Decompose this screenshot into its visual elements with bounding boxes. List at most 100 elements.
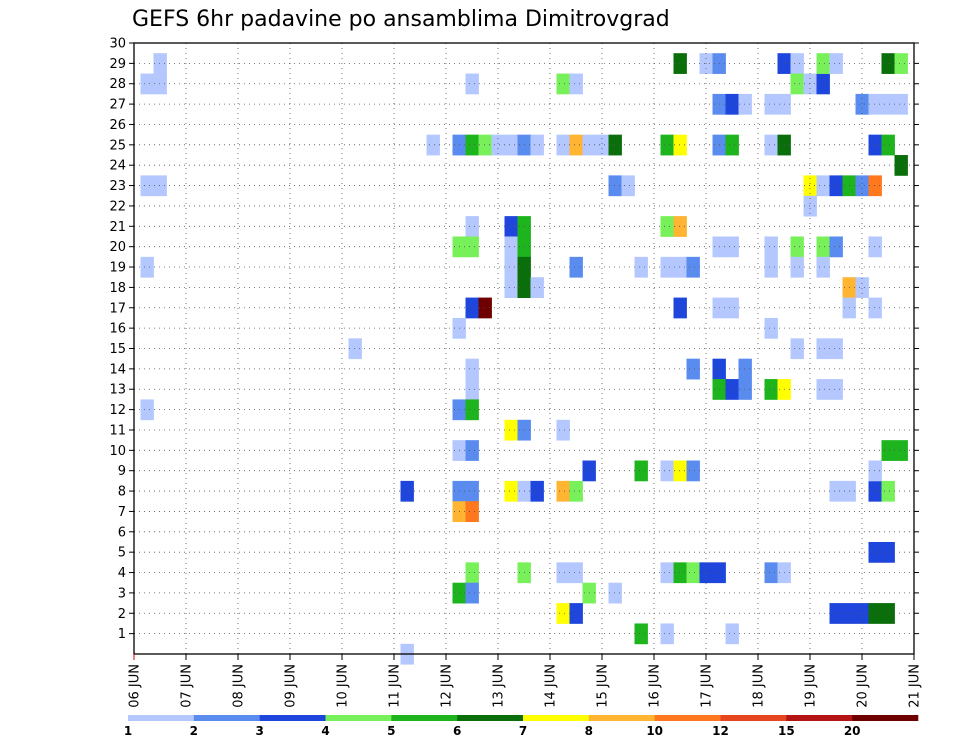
heatmap-cell	[140, 256, 154, 278]
heatmap-cell	[608, 582, 622, 604]
x-axis: 06 JUN 07 JUN 08 JUN 09 JUN 10 JUN 11 JUN 12 J…	[128, 654, 923, 708]
heatmap-cell	[790, 53, 804, 74]
heatmap-cell	[816, 338, 830, 360]
heatmap-cell	[426, 134, 440, 156]
heatmap-cell	[673, 256, 687, 278]
colorbar-label: 15	[778, 724, 795, 738]
heatmap-cell	[868, 134, 882, 156]
heatmap-cell	[634, 623, 648, 645]
heatmap-cell	[855, 175, 869, 197]
heatmap-cell	[660, 562, 674, 584]
heatmap-cell	[881, 93, 895, 115]
heatmap-cell	[140, 73, 154, 95]
heatmap-cell	[894, 53, 908, 74]
y-tick-label: 22	[109, 199, 126, 214]
heatmap-cell	[660, 216, 674, 237]
heatmap-cell	[881, 440, 895, 461]
heatmap-cell	[556, 603, 570, 624]
heatmap-cell	[738, 93, 752, 115]
heatmap-cell	[725, 134, 739, 156]
x-tick-label: 20 JUN	[856, 664, 871, 708]
colorbar-swatch	[457, 715, 524, 721]
y-tick-label: 19	[109, 261, 126, 276]
x-tick-label: 17 JUN	[700, 664, 715, 708]
heatmap-cell	[400, 480, 414, 502]
heatmap-cell	[725, 93, 739, 115]
heatmap-cell	[868, 236, 882, 258]
heatmap-cell	[530, 277, 544, 298]
heatmap-cell	[686, 256, 700, 278]
colorbar-swatch	[852, 715, 919, 721]
heatmap-cell	[881, 53, 895, 74]
colorbar-swatch	[325, 715, 392, 721]
heatmap-cell	[764, 93, 778, 115]
heatmap-cell	[738, 379, 752, 400]
heatmap-cell	[686, 562, 700, 584]
colorbar-label: 1	[124, 724, 132, 738]
y-tick-label: 25	[109, 138, 126, 153]
heatmap-cell	[634, 256, 648, 278]
colorbar-swatch	[259, 715, 326, 721]
heatmap-cell	[816, 236, 830, 258]
heatmap-cell	[530, 134, 544, 156]
heatmap-cell	[504, 419, 518, 441]
y-tick-label: 24	[109, 159, 126, 174]
x-tick-label: 08 JUN	[232, 664, 247, 708]
x-tick-label: 10 JUN	[336, 664, 351, 708]
heatmap-cell	[673, 562, 687, 584]
heatmap-cell	[881, 541, 895, 563]
heatmap-cell	[725, 623, 739, 645]
heatmap-cell	[790, 256, 804, 278]
heatmap-cell	[764, 379, 778, 400]
heatmap-cell	[465, 134, 479, 156]
heatmap-cell	[855, 277, 869, 298]
y-tick-label: 16	[109, 322, 126, 337]
heatmap-cell	[465, 440, 479, 461]
heatmap-cell	[569, 480, 583, 502]
heatmap-cell	[868, 541, 882, 563]
heatmap-cell	[829, 175, 843, 197]
x-tick-label: 13 JUN	[492, 664, 507, 708]
y-tick-label: 7	[118, 505, 126, 520]
heatmap-cell	[673, 134, 687, 156]
heatmap-cell	[868, 460, 882, 482]
heatmap-cell	[868, 93, 882, 115]
grid-layer	[134, 43, 914, 654]
heatmap-cell	[816, 175, 830, 197]
heatmap-cell	[829, 338, 843, 360]
heatmap-cell	[504, 216, 518, 237]
x-tick-label: 15 JUN	[596, 664, 611, 708]
heatmap-cell	[868, 297, 882, 319]
heatmap-cell	[816, 73, 830, 95]
heatmap-cell	[153, 175, 167, 197]
heatmap-cell	[725, 297, 739, 319]
heatmap-cell	[465, 501, 479, 523]
chart-title: GEFS 6hr padavine po ansamblima Dimitrov…	[132, 7, 670, 32]
heatmap-cell	[140, 175, 154, 197]
heatmap-cell	[816, 256, 830, 278]
heatmap-cell	[140, 399, 154, 421]
y-tick-label: 29	[109, 57, 126, 72]
heatmap-cell	[660, 134, 674, 156]
y-tick-label: 30	[109, 37, 126, 52]
heatmap-cell	[491, 134, 505, 156]
heatmap-cell	[725, 379, 739, 400]
heatmap-cell	[660, 623, 674, 645]
heatmap-cell	[673, 297, 687, 319]
heatmap-cell	[686, 460, 700, 482]
heatmap-cell	[556, 419, 570, 441]
heatmap-cell	[465, 399, 479, 421]
x-tick-label: 18 JUN	[752, 664, 767, 708]
heatmap-cell	[504, 480, 518, 502]
colorbar-label: 2	[190, 724, 198, 738]
heatmap-cell	[478, 297, 492, 319]
y-tick-label: 2	[118, 607, 126, 622]
colorbar-swatch	[391, 715, 458, 721]
y-tick-label: 26	[109, 118, 126, 133]
heatmap-cell	[829, 236, 843, 258]
colorbar-label: 20	[844, 724, 861, 738]
heatmap-cell	[569, 134, 583, 156]
cells-layer	[140, 53, 908, 665]
x-tick-label: 21 JUN	[908, 664, 923, 708]
